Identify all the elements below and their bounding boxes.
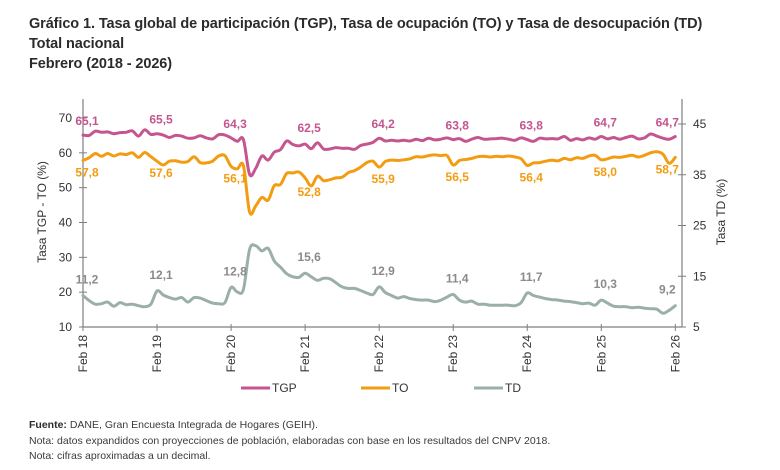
chart-title-line-1: Gráfico 1. Tasa global de participación … — [29, 16, 703, 32]
series-line-tgp — [81, 128, 677, 178]
x-tick-label: Feb 21 — [298, 335, 312, 373]
data-label-to: 55,9 — [371, 172, 395, 186]
data-label-td: 12,8 — [223, 264, 247, 278]
x-tick-label: Feb 25 — [594, 335, 608, 373]
data-label-to: 56,5 — [446, 170, 470, 184]
y-left-tick-label: 60 — [59, 146, 73, 160]
data-label-to: 57,6 — [149, 166, 173, 180]
y-axis-left-title: Tasa TGP - TO (%) — [35, 161, 49, 263]
note-2: Nota: cifras aproximadas a un decimal. — [29, 450, 211, 462]
data-labels: 65,1 65,5 64,3 62,5 64,2 63,8 63,8 64,7 64,7 57,8… — [75, 113, 679, 297]
y-right-tick-label: 25 — [693, 219, 707, 233]
data-label-tgp: 63,8 — [446, 119, 470, 133]
data-label-td: 12,9 — [371, 264, 395, 278]
data-label-td: 10,3 — [594, 277, 618, 291]
chart-title-line-3: Febrero (2018 - 2026) — [29, 56, 172, 72]
y-left-tick-label: 70 — [59, 111, 73, 125]
data-label-to: 52,8 — [297, 185, 321, 199]
data-label-to: 57,8 — [75, 165, 99, 179]
data-label-tgp: 64,7 — [594, 115, 618, 129]
x-tick-label: Feb 26 — [668, 335, 682, 373]
y-axis-right-title: Tasa TD (%) — [714, 179, 728, 245]
legend-label-to: TO — [392, 381, 408, 395]
y-right-tick-label: 45 — [693, 117, 707, 131]
note-1: Nota: datos expandidos con proyecciones … — [29, 434, 551, 447]
data-label-to: 56,4 — [520, 170, 544, 184]
series-lines — [81, 128, 677, 315]
chart-title-line-2: Total nacional — [29, 36, 125, 52]
axes: 10 20 30 40 50 60 70 5 15 25 35 45 Feb 18 Feb 19 Feb 2… — [59, 99, 707, 372]
y-right-tick-label: 35 — [693, 168, 707, 182]
data-label-to: 58,7 — [656, 162, 680, 176]
data-label-tgp: 64,2 — [371, 117, 395, 131]
data-label-tgp: 64,7 — [656, 115, 680, 129]
y-right-tick-label: 5 — [693, 320, 700, 334]
x-tick-label: Feb 24 — [520, 335, 534, 373]
source-label: Fuente: — [29, 419, 67, 431]
data-label-tgp: 65,1 — [75, 114, 99, 128]
legend-label-tgp: TGP — [272, 381, 297, 395]
x-tick-label: Feb 22 — [372, 335, 386, 373]
y-left-tick-label: 50 — [59, 181, 73, 195]
x-tick-label: Feb 23 — [446, 335, 460, 373]
x-tick-label: Feb 19 — [150, 335, 164, 373]
x-tick-label: Feb 20 — [224, 335, 238, 373]
data-label-tgp: 63,8 — [520, 119, 544, 133]
y-left-tick-label: 30 — [59, 250, 73, 264]
data-label-td: 15,6 — [297, 250, 321, 264]
series-line-td — [81, 243, 677, 315]
data-label-tgp: 62,5 — [297, 121, 321, 135]
data-label-to: 58,0 — [594, 165, 618, 179]
chart-footer: Fuente: DANE, Gran Encuesta Integrada de… — [29, 418, 550, 465]
y-left-tick-label: 20 — [59, 285, 73, 299]
legend: TGP TO TD — [241, 381, 521, 395]
y-left-tick-label: 40 — [59, 216, 73, 230]
source-note: Fuente: DANE, Gran Encuesta Integrada de… — [29, 418, 550, 434]
data-label-to: 56,1 — [223, 171, 247, 185]
data-label-td: 12,1 — [149, 268, 173, 282]
data-label-tgp: 65,5 — [149, 113, 173, 127]
source-text: DANE, Gran Encuesta Integrada de Hogares… — [66, 419, 318, 431]
y-left-tick-label: 10 — [59, 320, 73, 334]
chart-title: Gráfico 1. Tasa global de participación … — [29, 14, 702, 74]
data-label-tgp: 64,3 — [223, 117, 247, 131]
x-tick-label: Feb 18 — [76, 335, 90, 373]
data-label-td: 9,2 — [659, 283, 676, 297]
y-right-tick-label: 15 — [693, 269, 707, 283]
legend-label-td: TD — [505, 381, 521, 395]
data-label-td: 11,2 — [76, 273, 99, 287]
series-line-to — [81, 150, 677, 216]
data-label-td: 11,7 — [520, 270, 543, 284]
data-label-td: 11,4 — [446, 272, 469, 286]
